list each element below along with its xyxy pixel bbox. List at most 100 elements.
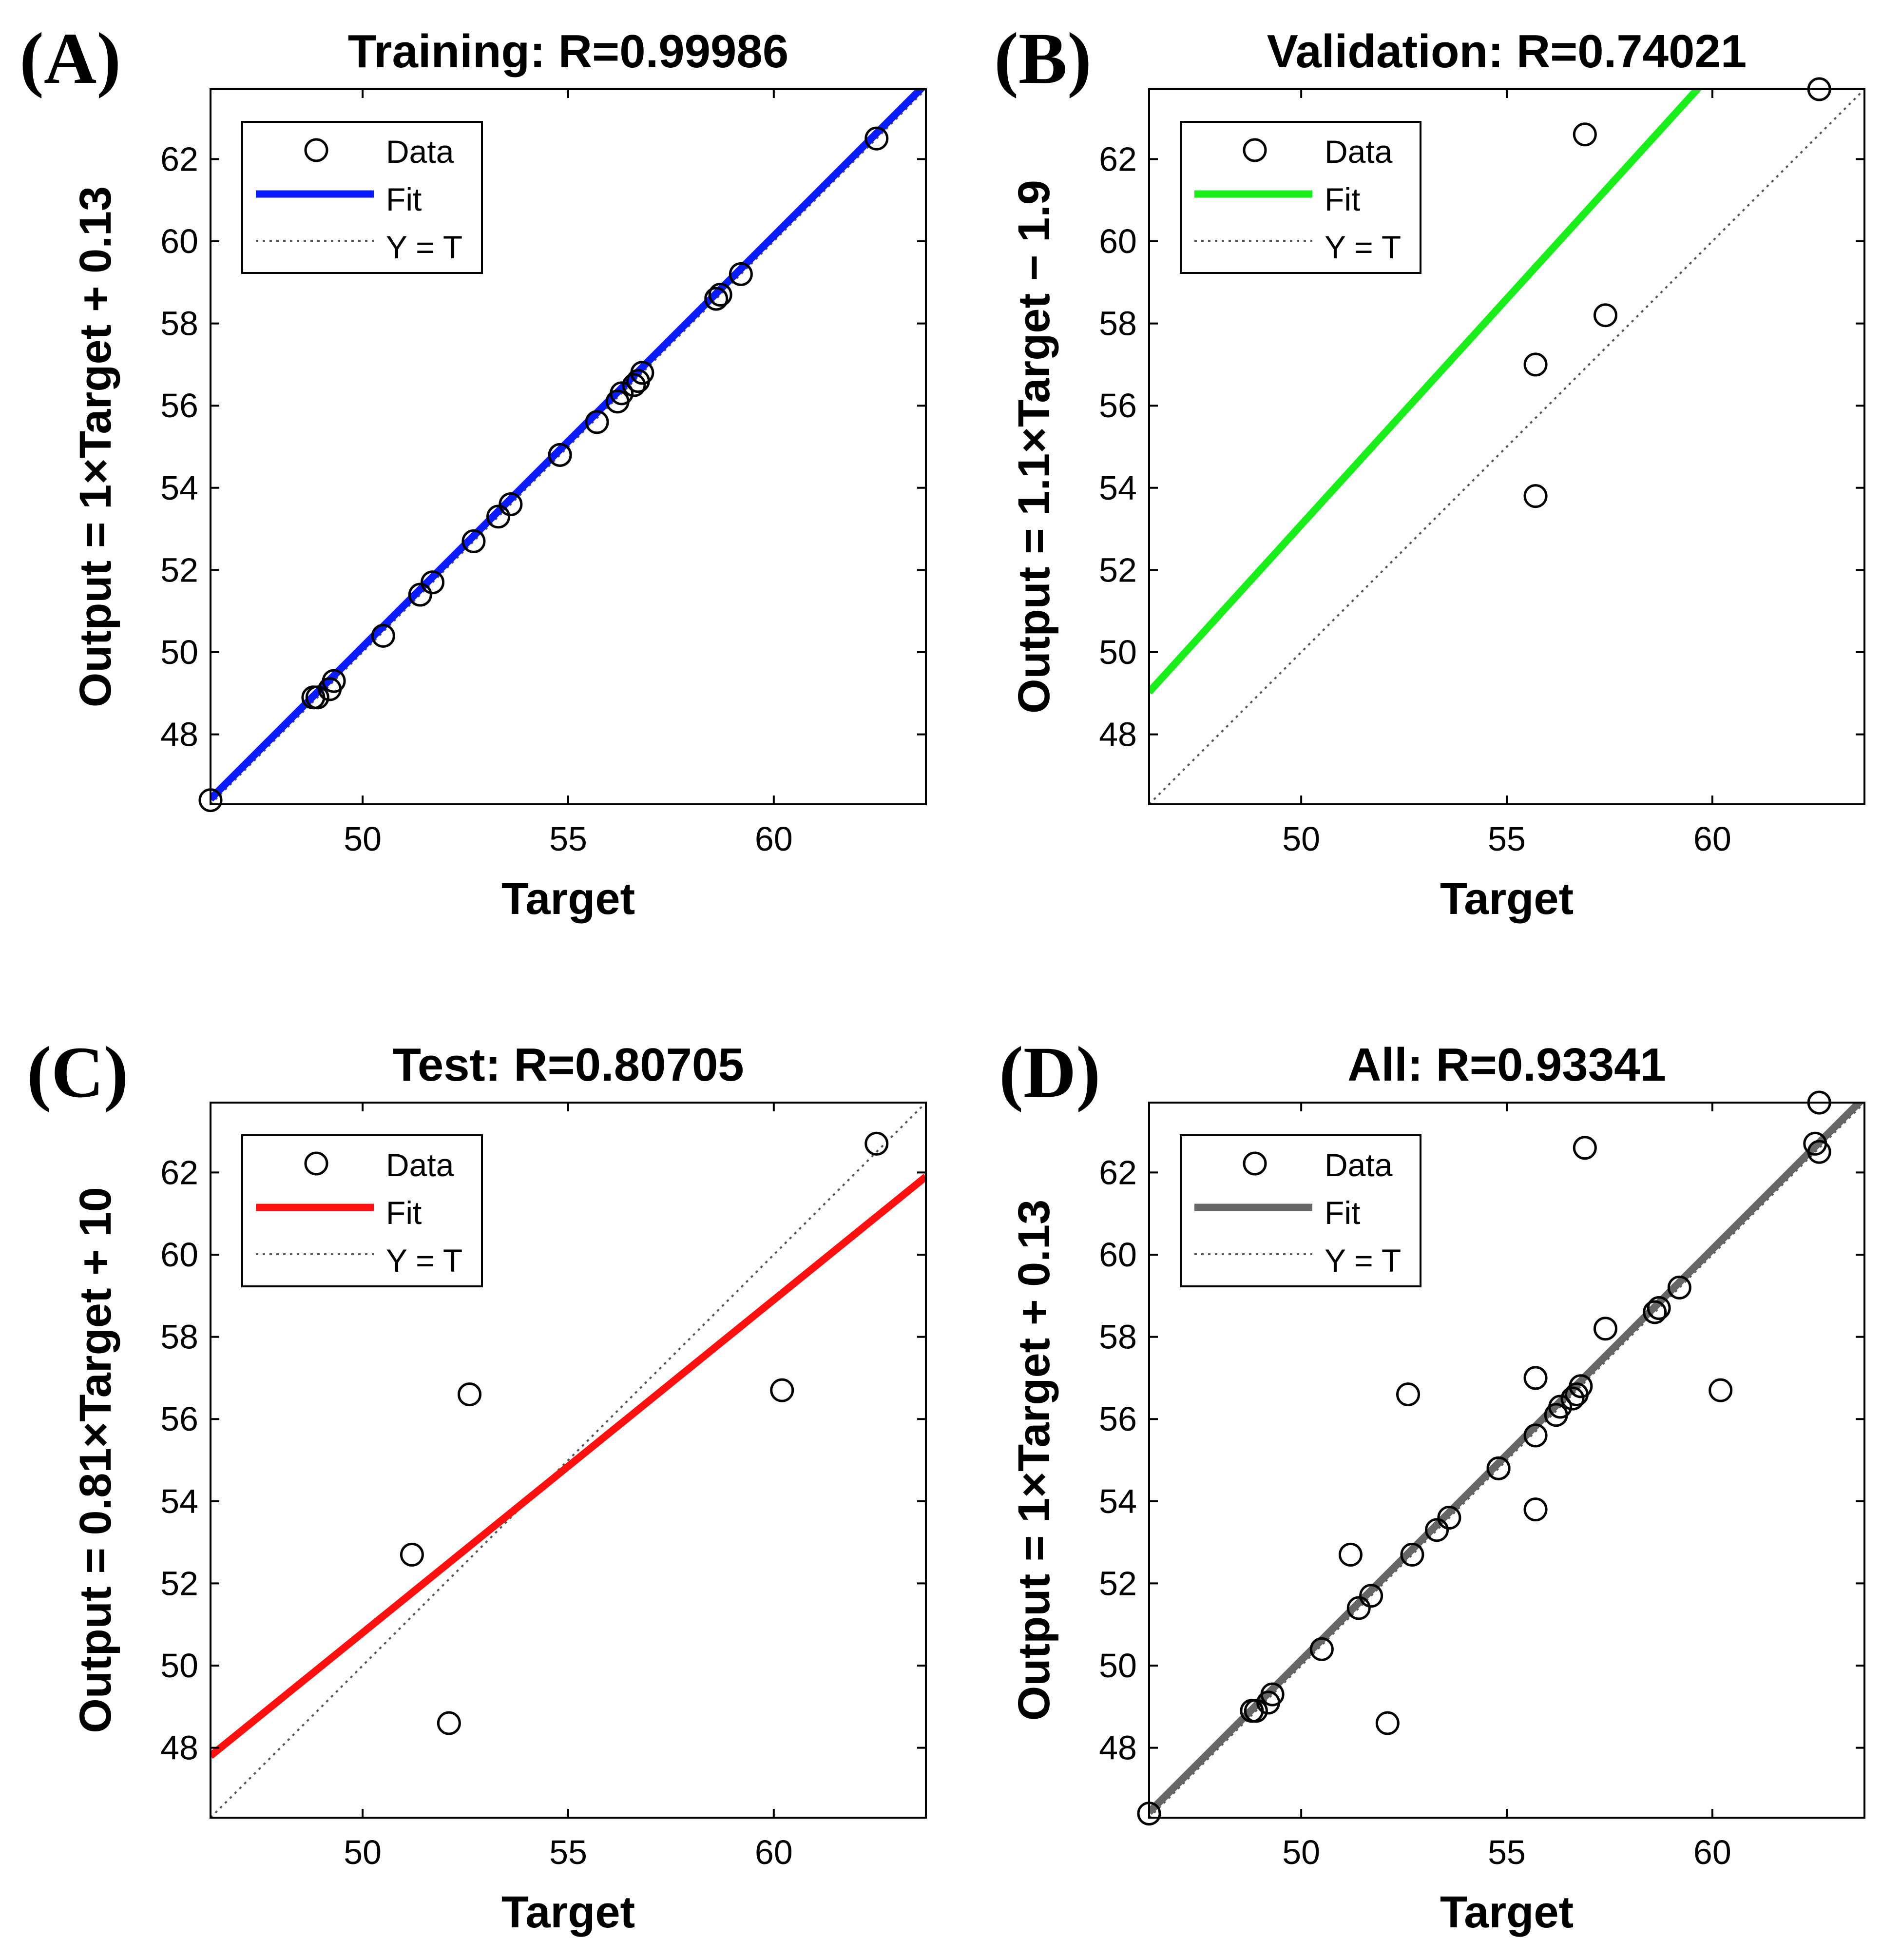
data-point: [1346, 1596, 1371, 1620]
data-point: [1593, 303, 1617, 328]
y-tick-label: 52: [1099, 1564, 1137, 1602]
y-tick-label: 52: [1099, 551, 1137, 589]
data-point: [770, 1378, 794, 1402]
y-tick-label: 62: [160, 1153, 198, 1191]
y-tick-label: 52: [160, 551, 198, 589]
data-point: [1359, 1584, 1383, 1608]
data-point: [486, 505, 511, 529]
data-point: [400, 1542, 424, 1567]
panel-letter: (D): [999, 1032, 1100, 1113]
legend-label: Y = T: [1325, 229, 1401, 265]
data-point: [1647, 1296, 1671, 1320]
data-point: [305, 685, 329, 710]
x-tick-label: 60: [755, 820, 793, 858]
y-tick-label: 54: [160, 469, 198, 507]
fit-line: [1149, 89, 1703, 695]
y-tick-label: 58: [1099, 1318, 1137, 1356]
data-point: [1709, 1378, 1733, 1402]
y-tick-label: 54: [1099, 469, 1137, 507]
x-axis-label: Target: [1440, 1887, 1574, 1937]
data-point: [1593, 1317, 1617, 1341]
x-tick-label: 50: [344, 1833, 382, 1871]
data-point: [704, 287, 729, 311]
chart-panel-d: (D) All: R=0.93341 50 55 60 48 50 52 54 56 58 60 62 T…: [999, 1032, 1865, 1937]
legend-label: Fit: [386, 1195, 422, 1231]
data-point: [458, 1382, 482, 1407]
y-axis-label: Output = 1.1×Target − 1.9: [1009, 180, 1059, 714]
y-tick-label: 54: [160, 1482, 198, 1520]
y-tick-label: 50: [160, 1647, 198, 1685]
data-point: [499, 492, 523, 517]
y-tick-label: 62: [1099, 1153, 1137, 1191]
data-point: [1523, 1497, 1548, 1522]
legend-label: Y = T: [386, 229, 462, 265]
legend-data-marker: [1243, 1151, 1267, 1176]
y-tick-label: 54: [1099, 1482, 1137, 1520]
y-axis-label: Output = 0.81×Target + 10: [71, 1187, 120, 1733]
data-point: [461, 529, 486, 553]
legend: Data Fit Y = T: [241, 121, 483, 274]
data-point: [708, 283, 732, 307]
identity-line: [211, 1103, 926, 1818]
legend-label: Fit: [386, 181, 422, 217]
legend-label: Y = T: [1325, 1242, 1401, 1279]
plot-content: [211, 1103, 926, 1818]
x-tick-label: 55: [549, 820, 587, 858]
x-axis-label: Target: [501, 874, 635, 924]
y-tick-label: 48: [160, 1729, 198, 1767]
x-axis-label: Target: [1440, 874, 1574, 924]
data-point: [1569, 1374, 1593, 1398]
data-point: [610, 381, 634, 406]
x-tick-label: 50: [1282, 820, 1320, 858]
chart-title: Test: R=0.80705: [392, 1039, 744, 1091]
chart-title: Training: R=0.99986: [348, 25, 788, 78]
data-point: [1309, 1637, 1334, 1661]
panel-letter: (B): [994, 18, 1092, 99]
identity-line: [1149, 89, 1864, 804]
x-tick-label: 50: [1282, 1833, 1320, 1871]
panel-letter: (A): [19, 18, 121, 99]
fit-line: [211, 1174, 926, 1759]
data-point: [1400, 1542, 1424, 1567]
y-tick-label: 56: [1099, 1400, 1137, 1438]
legend-label: Fit: [1325, 1195, 1360, 1231]
y-tick-label: 60: [160, 1236, 198, 1274]
x-tick-label: 50: [344, 820, 382, 858]
y-tick-label: 56: [160, 387, 198, 425]
data-point: [1396, 1382, 1421, 1407]
data-point: [1560, 1386, 1585, 1411]
data-point: [1523, 1366, 1548, 1390]
y-tick-label: 58: [160, 305, 198, 343]
data-point: [1573, 122, 1597, 147]
data-point: [1486, 1456, 1511, 1480]
data-point: [371, 623, 395, 648]
data-point: [1338, 1542, 1363, 1567]
legend-label: Fit: [1325, 181, 1360, 217]
x-tick-label: 55: [1488, 820, 1526, 858]
data-point: [1523, 484, 1548, 508]
data-point: [1260, 1682, 1285, 1707]
x-tick-label: 55: [549, 1833, 587, 1871]
data-point: [1807, 1140, 1831, 1164]
data-point: [1643, 1300, 1667, 1324]
data-point: [1523, 1423, 1548, 1448]
y-tick-label: 48: [160, 716, 198, 754]
x-tick-label: 55: [1488, 1833, 1526, 1871]
data-point: [1667, 1275, 1691, 1300]
data-point: [1523, 352, 1548, 377]
chart-title: Validation: R=0.74021: [1267, 25, 1747, 78]
x-tick-label: 60: [1693, 820, 1731, 858]
legend-data-marker: [304, 1151, 328, 1176]
chart-panel-b: (B) Validation: R=0.74021 50 55 60 48 50 52 54 56…: [994, 18, 1865, 924]
panel-letter: (C): [27, 1032, 128, 1113]
y-tick-label: 62: [160, 140, 198, 178]
fit-line: [1149, 1103, 1864, 1815]
chart-title: All: R=0.93341: [1347, 1039, 1666, 1091]
y-tick-label: 60: [160, 222, 198, 260]
y-tick-label: 62: [1099, 140, 1137, 178]
data-point: [1548, 1395, 1573, 1419]
y-tick-label: 50: [160, 633, 198, 671]
y-tick-label: 58: [160, 1318, 198, 1356]
y-axis-label: Output = 1×Target + 0.13: [71, 186, 120, 707]
